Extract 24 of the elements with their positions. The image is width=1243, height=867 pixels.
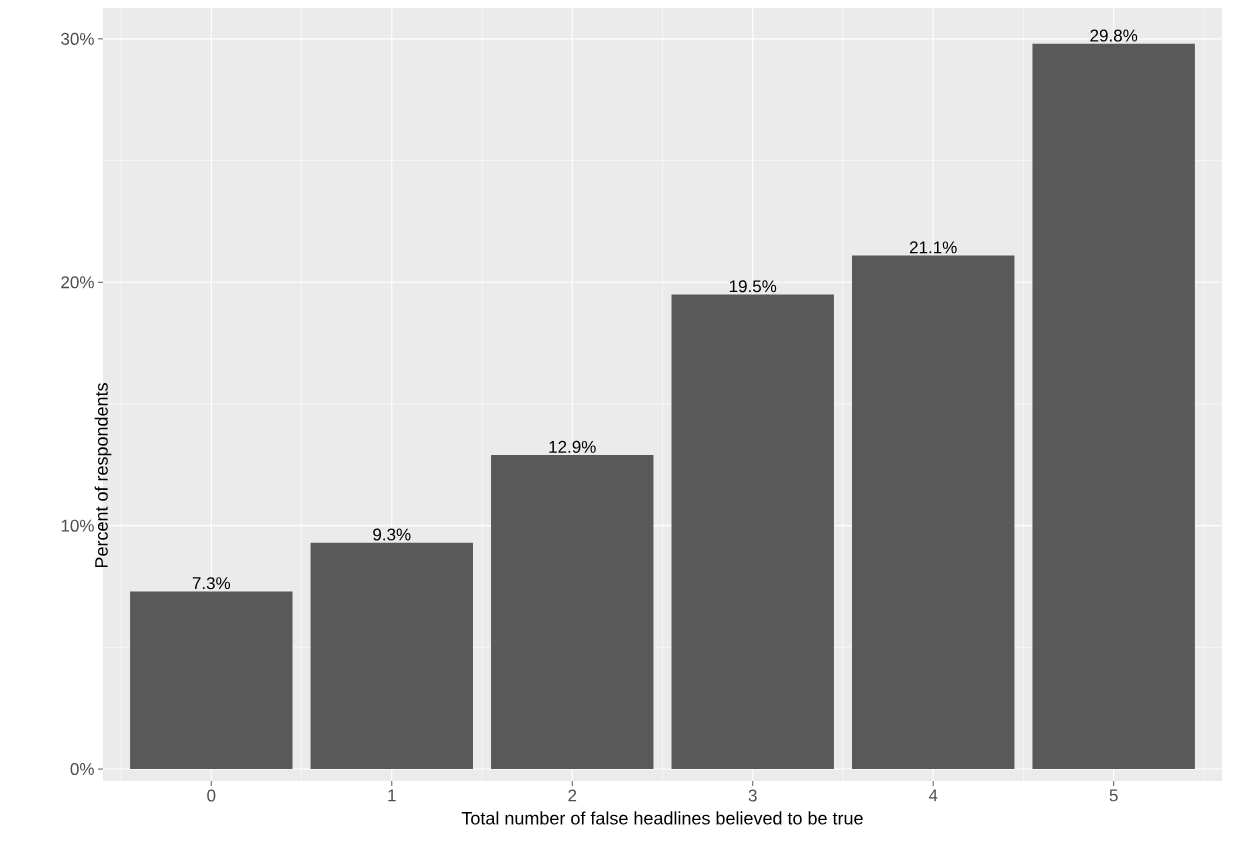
- x-tick-label: 0: [207, 789, 216, 802]
- data-label: 29.8%: [1090, 29, 1138, 42]
- y-tick-label: 30%: [61, 32, 94, 45]
- y-tick-label: 10%: [61, 519, 94, 532]
- y-tick-label: 0%: [70, 763, 94, 776]
- bar: [671, 294, 834, 770]
- data-label: 12.9%: [549, 440, 596, 453]
- x-tick-label: 5: [1109, 789, 1118, 802]
- bar: [310, 542, 473, 770]
- data-label: 21.1%: [909, 241, 957, 254]
- y-tick-label: 20%: [61, 276, 94, 289]
- x-tick-label: 2: [568, 789, 577, 802]
- x-tick-label: 4: [928, 789, 938, 802]
- x-tick-label: 3: [748, 789, 757, 802]
- data-label: 7.3%: [192, 577, 231, 590]
- x-axis-title: Total number of false headlines believed to be true: [461, 811, 863, 825]
- bar: [491, 455, 654, 770]
- bar: [851, 255, 1015, 770]
- bar: [130, 591, 293, 770]
- data-label: 19.5%: [729, 280, 777, 293]
- x-tick-label: 1: [388, 789, 396, 802]
- y-axis-title: Percent of respondents: [94, 383, 112, 568]
- data-label: 9.3%: [373, 528, 411, 541]
- bar: [1032, 43, 1195, 770]
